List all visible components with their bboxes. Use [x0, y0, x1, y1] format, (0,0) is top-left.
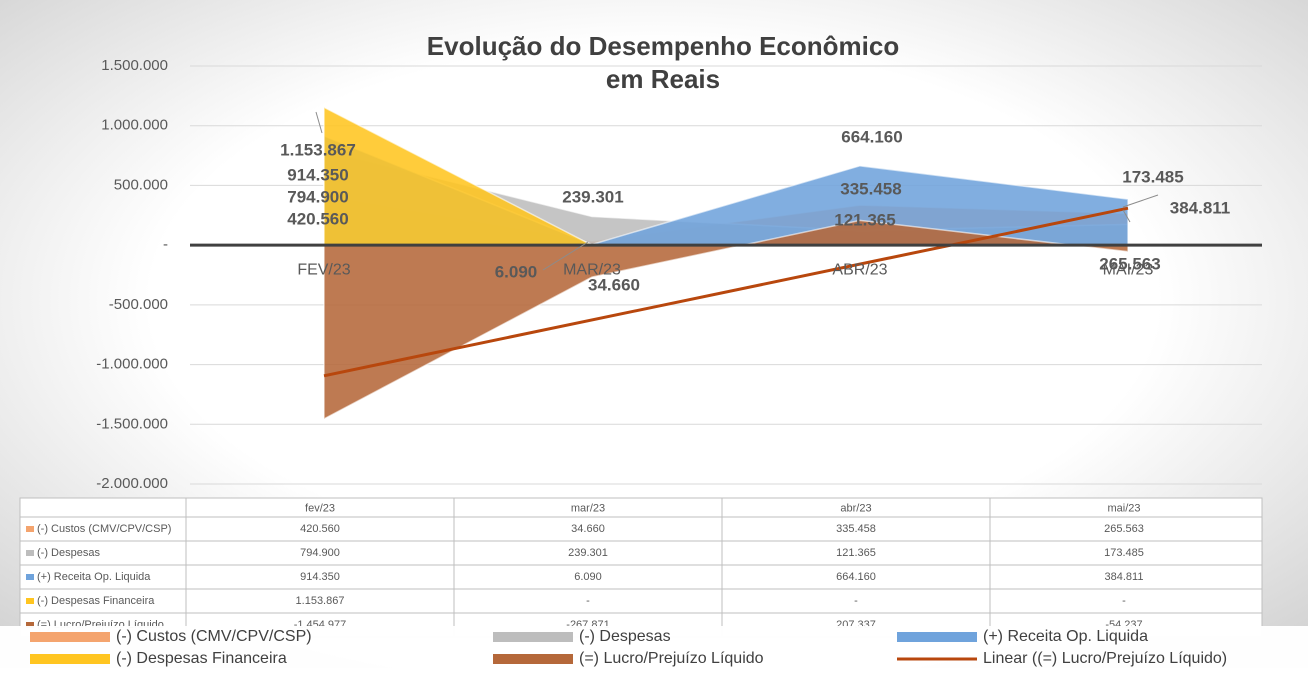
legend-label: (-) Custos (CMV/CPV/CSP) [116, 628, 312, 645]
table-key [26, 526, 34, 532]
table-cell: 914.350 [300, 571, 340, 583]
table-row-label: (+) Receita Op. Liquida [37, 571, 151, 583]
leader-line [1122, 209, 1131, 223]
table-cell: 239.301 [568, 547, 608, 559]
legend-label: (-) Despesas [579, 628, 671, 645]
table-cell: 420.560 [300, 523, 340, 535]
x-tick-label: FEV/23 [297, 261, 350, 278]
table-header: mar/23 [571, 502, 605, 514]
trendline [323, 206, 1129, 378]
table-cell: 794.900 [300, 547, 340, 559]
y-tick-label: - [163, 236, 168, 253]
table-key [26, 574, 34, 580]
legend-swatch [897, 632, 977, 642]
data-label: 34.660 [588, 275, 640, 294]
data-label: 265.563 [1099, 254, 1160, 273]
legend-swatch [493, 654, 573, 664]
legend-label: (-) Despesas Financeira [116, 650, 287, 667]
y-tick-label: 1.500.000 [101, 57, 168, 74]
table-row-label: (-) Despesas Financeira [37, 595, 155, 607]
y-tick-label: -1.000.000 [96, 356, 168, 373]
table-header: fev/23 [305, 502, 335, 514]
legend-swatch [493, 632, 573, 642]
table-cell: 34.660 [571, 523, 605, 535]
legend-label: Linear ((=) Lucro/Prejuízo Líquido) [983, 650, 1227, 667]
data-label: 420.560 [287, 209, 348, 228]
data-label: 121.365 [834, 210, 895, 229]
table-cell: 384.811 [1105, 571, 1144, 583]
table-cell: 664.160 [836, 571, 876, 583]
table-cell: 265.563 [1104, 523, 1144, 535]
legend-label: (+) Receita Op. Liquida [983, 628, 1148, 645]
table-row-label: (-) Custos (CMV/CPV/CSP) [37, 523, 171, 535]
table-frame [19, 497, 1263, 638]
data-label: 239.301 [562, 187, 623, 206]
table-cell: 335.458 [836, 523, 876, 535]
chart-title: Evolução do Desempenho Econômico [427, 31, 899, 61]
data-label: 6.090 [495, 262, 538, 281]
chart-title: em Reais [606, 64, 720, 94]
data-label: 384.811 [1170, 198, 1231, 217]
legend-swatch [30, 632, 110, 642]
data-label: 664.160 [841, 127, 902, 146]
data-label: 794.900 [287, 187, 348, 206]
leader-line [1122, 194, 1159, 208]
data-label: 1.153.867 [280, 140, 356, 159]
x-tick-label: MAR/23 [563, 261, 621, 278]
leader-line [315, 111, 323, 134]
table-row-label: (-) Despesas [37, 547, 100, 559]
legend-swatch [30, 654, 110, 664]
table-cell: - [1122, 595, 1126, 607]
table-key [26, 550, 34, 556]
table-cell: - [854, 595, 858, 607]
y-tick-label: 1.000.000 [101, 117, 168, 134]
x-tick-label: MAI/23 [1103, 261, 1154, 278]
x-tick-label: ABR/23 [832, 261, 887, 278]
y-tick-label: -1.500.000 [96, 415, 168, 432]
table-cell: - [586, 595, 590, 607]
data-label: 173.485 [1122, 167, 1183, 186]
y-tick-label: 500.000 [114, 176, 168, 193]
table-cell: 173.485 [1104, 547, 1144, 559]
legend-box [0, 626, 1308, 668]
table-header: abr/23 [840, 502, 871, 514]
table-cell: 121.365 [836, 547, 876, 559]
table-key [26, 622, 34, 628]
leader-line [542, 241, 589, 271]
y-tick-label: -500.000 [109, 296, 168, 313]
table-header: mai/23 [1107, 502, 1140, 514]
legend-label: (=) Lucro/Prejuízo Líquido [579, 650, 764, 667]
data-label: 335.458 [840, 179, 901, 198]
table-key [26, 598, 34, 604]
table-cell: 1.153.867 [296, 595, 345, 607]
table-cell: 6.090 [574, 571, 602, 583]
y-tick-label: -2.000.000 [96, 475, 168, 492]
data-label: 914.350 [287, 165, 348, 184]
